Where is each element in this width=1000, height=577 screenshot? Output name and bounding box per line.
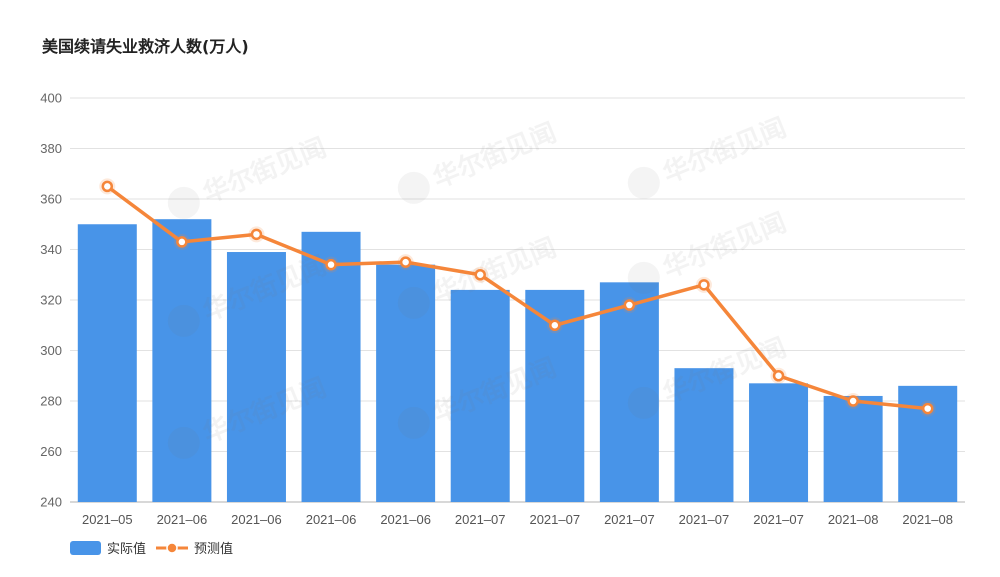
y-tick-label: 300 (40, 343, 62, 358)
y-tick-label: 380 (40, 141, 62, 156)
x-tick-label: 2021–06 (380, 512, 431, 527)
y-tick-label: 280 (40, 394, 62, 409)
watermark-text: 华尔街见闻 (429, 117, 561, 194)
y-tick-label: 320 (40, 293, 62, 308)
watermark-logo-icon (167, 304, 200, 337)
watermark-text: 华尔街见闻 (659, 112, 791, 189)
forecast-point[interactable] (176, 236, 188, 248)
watermark-text: 华尔街见闻 (659, 207, 791, 284)
x-tick-label: 2021–08 (902, 512, 953, 527)
forecast-point[interactable] (772, 370, 785, 382)
forecast-point[interactable] (250, 228, 263, 241)
watermark-logo-icon (167, 186, 200, 219)
legend-label-actual: 实际值 (107, 541, 146, 557)
y-tick-label: 260 (40, 444, 62, 459)
watermark-logo-icon (627, 166, 660, 199)
forecast-point[interactable] (549, 319, 561, 331)
watermark-logo-icon (397, 406, 430, 439)
forecast-point[interactable] (325, 258, 337, 271)
bar[interactable] (749, 383, 809, 502)
x-tick-label: 2021–07 (529, 512, 580, 527)
legend-label-forecast: 预测值 (194, 541, 233, 557)
x-tick-label: 2021–07 (679, 512, 730, 527)
forecast-point[interactable] (399, 256, 412, 268)
bar[interactable] (823, 395, 883, 502)
forecast-point[interactable] (698, 279, 710, 291)
y-tick-label: 360 (40, 192, 62, 207)
watermark: 华尔街见闻 (167, 132, 331, 219)
x-tick-label: 2021–08 (828, 512, 879, 527)
bar[interactable] (77, 224, 137, 502)
bar-series (77, 219, 958, 502)
legend: 实际值 预测值 (70, 541, 233, 557)
bar[interactable] (674, 368, 734, 502)
watermark-logo-icon (397, 171, 430, 204)
x-tick-label: 2021–07 (753, 512, 804, 527)
bar[interactable] (152, 219, 212, 502)
watermark-text: 华尔街见闻 (199, 132, 331, 209)
watermark-logo-icon (627, 261, 660, 294)
x-tick-label: 2021–07 (604, 512, 655, 527)
forecast-point[interactable] (474, 269, 486, 281)
legend-item-actual[interactable]: 实际值 (70, 541, 146, 557)
watermark-logo-icon (397, 286, 430, 319)
forecast-point[interactable] (623, 299, 636, 311)
forecast-point[interactable] (921, 402, 934, 415)
chart-title: 美国续请失业救济人数(万人) (42, 37, 249, 56)
bar[interactable] (599, 282, 659, 502)
x-tick-label: 2021–06 (157, 512, 208, 527)
watermark-logo-icon (627, 386, 660, 419)
x-tick-label: 2021–06 (306, 512, 357, 527)
legend-bar-swatch (70, 541, 101, 555)
bar[interactable] (376, 264, 436, 502)
legend-line-marker (166, 542, 178, 554)
y-tick-label: 340 (40, 242, 62, 257)
legend-item-forecast[interactable]: 预测值 (156, 541, 233, 557)
y-tick-label: 400 (40, 91, 62, 106)
line-series (99, 178, 936, 417)
bar[interactable] (450, 289, 510, 502)
forecast-point[interactable] (101, 180, 114, 193)
watermark-logo-icon (167, 426, 200, 459)
bar[interactable] (226, 252, 286, 502)
x-tick-label: 2021–05 (82, 512, 133, 527)
x-tick-label: 2021–06 (231, 512, 282, 527)
forecast-line (105, 184, 930, 411)
watermark: 华尔街见闻 (627, 112, 791, 199)
y-tick-label: 240 (40, 495, 62, 510)
bar[interactable] (301, 231, 361, 502)
x-axis: 2021–05 2021–06 2021–06 2021–06 2021–06 2021–… (82, 512, 953, 527)
x-tick-label: 2021–07 (455, 512, 506, 527)
forecast-point[interactable] (847, 395, 859, 407)
watermark: 华尔街见闻 (397, 117, 561, 204)
